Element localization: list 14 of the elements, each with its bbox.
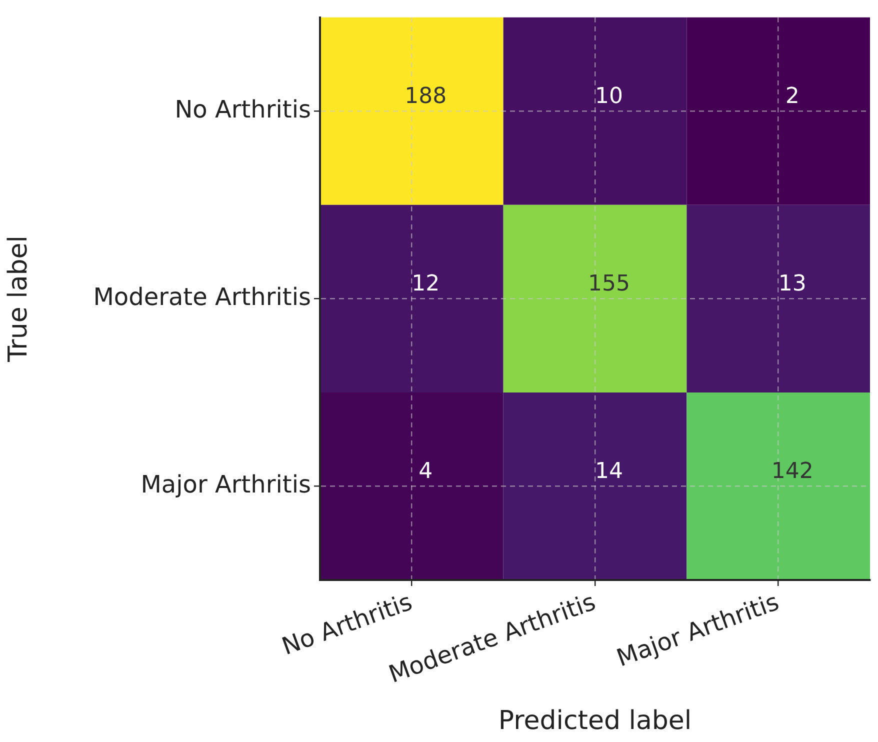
data-label: 12 (412, 271, 440, 296)
data-label: 10 (595, 84, 623, 109)
data-label: 155 (588, 271, 630, 296)
data-label: 142 (771, 458, 814, 484)
y-tick-label: No Arthritis (174, 95, 311, 124)
x-axis-title: Predicted label (498, 706, 692, 736)
data-label: 2 (785, 84, 800, 109)
y-tick-label: Major Arthritis (140, 470, 311, 498)
data-label: 14 (595, 458, 623, 484)
data-label: 188 (404, 84, 447, 109)
data-label: 13 (778, 271, 806, 296)
y-axis-title: True label (3, 236, 34, 363)
data-label: 4 (418, 458, 433, 484)
y-tick-label: Moderate Arthritis (93, 282, 311, 311)
